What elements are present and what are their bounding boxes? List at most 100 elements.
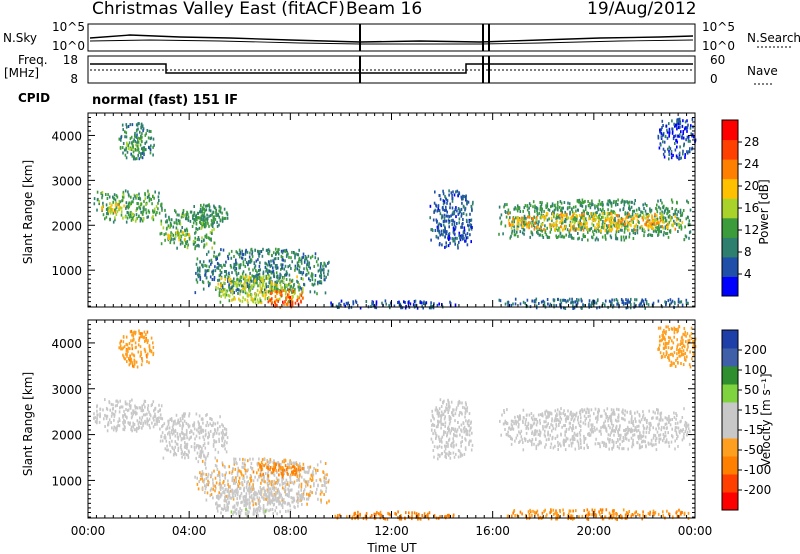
echo-cell	[216, 474, 219, 477]
echo-cell	[294, 256, 296, 260]
echo-cell	[311, 278, 314, 282]
echo-cell	[231, 469, 234, 473]
echo-cell	[561, 221, 563, 225]
echo-cell	[281, 473, 283, 477]
echo-cell	[252, 457, 254, 461]
echo-cell	[134, 341, 137, 345]
echo-region	[252, 462, 304, 479]
echo-cell	[673, 122, 675, 126]
echo-cell	[440, 223, 442, 227]
echo-cell	[114, 202, 117, 205]
echo-cell	[532, 205, 534, 209]
echo-cell	[268, 488, 270, 492]
echo-cell	[206, 269, 209, 273]
echo-cell	[589, 216, 591, 220]
echo-cell	[231, 271, 233, 275]
echo-cell	[173, 430, 175, 434]
echo-cell	[221, 439, 224, 443]
echo-cell	[135, 129, 138, 133]
echo-cell	[232, 288, 234, 292]
echo-cell	[140, 126, 142, 129]
echo-cell	[203, 243, 206, 247]
echo-cell	[171, 445, 173, 449]
echo-cell	[657, 226, 660, 230]
echo-cell	[136, 141, 138, 145]
echo-cell	[205, 413, 207, 417]
echo-cell	[576, 217, 578, 221]
echo-cell	[592, 215, 594, 219]
echo-cell	[119, 146, 122, 149]
echo-cell	[686, 199, 688, 203]
echo-cell	[576, 199, 579, 203]
echo-cell	[244, 471, 247, 475]
echo-cell	[133, 148, 135, 152]
echo-cell	[129, 361, 132, 365]
echo-cell	[193, 445, 196, 449]
echo-cell	[213, 276, 216, 279]
echo-cell	[270, 302, 273, 306]
echo-cell	[464, 233, 467, 237]
echo-cell	[661, 210, 663, 214]
echo-cell	[540, 225, 542, 228]
echo-cell	[216, 266, 218, 270]
echo-cell	[254, 491, 257, 495]
echo-cell	[177, 233, 179, 237]
echo-cell	[278, 463, 280, 467]
echo-cell	[277, 250, 279, 254]
echo-cell	[219, 478, 221, 482]
echo-cell	[521, 216, 523, 220]
echo-cell	[93, 416, 95, 420]
echo-cell	[667, 215, 670, 219]
echo-cell	[609, 234, 612, 238]
echo-cell	[275, 469, 277, 472]
echo-cell	[516, 230, 518, 234]
echo-cell	[139, 416, 141, 420]
echo-cell	[121, 347, 123, 351]
echo-cell	[306, 272, 308, 276]
echo-cell	[235, 261, 237, 265]
echo-cell	[566, 228, 569, 232]
echo-cell	[228, 493, 231, 497]
echo-cell	[224, 473, 226, 477]
echo-cell	[277, 465, 280, 469]
echo-cell	[251, 485, 254, 489]
echo-cell	[296, 479, 298, 482]
echo-cell	[217, 282, 220, 286]
echo-cell	[306, 483, 309, 487]
echo-cell	[679, 145, 681, 149]
echo-cell	[236, 492, 239, 496]
echo-cell	[290, 466, 293, 470]
echo-cell	[135, 217, 138, 221]
echo-cell	[177, 446, 180, 450]
echo-cell	[615, 213, 618, 217]
echo-cell	[587, 212, 590, 215]
echo-cell	[166, 444, 168, 448]
echo-cell	[216, 261, 219, 265]
echo-cell	[559, 231, 562, 235]
echo-cell	[328, 499, 330, 503]
echo-cell	[202, 223, 204, 227]
echo-cell	[131, 333, 133, 337]
echo-cell	[452, 226, 455, 230]
echo-cell	[244, 469, 247, 472]
echo-cell	[153, 196, 155, 200]
echo-cell	[553, 208, 556, 212]
echo-cell	[119, 406, 121, 410]
echo-cell	[676, 216, 678, 220]
echo-cell	[644, 306, 646, 310]
echo-cell	[204, 219, 206, 223]
echo-cell	[207, 483, 209, 487]
echo-cell	[265, 267, 268, 271]
echo-cell	[687, 137, 690, 141]
echo-cell	[534, 300, 537, 304]
echo-cell	[274, 287, 276, 290]
echo-cell	[184, 244, 186, 248]
echo-cell	[389, 301, 392, 305]
echo-cell	[614, 216, 616, 220]
echo-cell	[273, 468, 275, 472]
echo-cell	[650, 225, 652, 229]
echo-cell	[323, 268, 325, 271]
echo-cell	[251, 252, 253, 256]
echo-cell	[250, 293, 253, 297]
echo-cell	[199, 260, 201, 264]
